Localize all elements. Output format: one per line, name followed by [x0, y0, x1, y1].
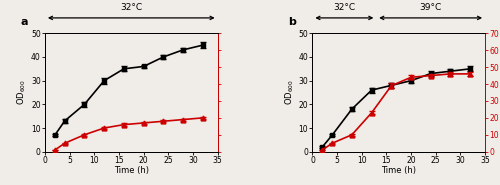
X-axis label: Time (h): Time (h)	[114, 166, 149, 175]
X-axis label: Time (h): Time (h)	[381, 166, 416, 175]
Text: 39°C: 39°C	[420, 3, 442, 12]
Text: 32°C: 32°C	[334, 3, 355, 12]
Y-axis label: OD$_{600}$: OD$_{600}$	[16, 80, 28, 105]
Text: a: a	[21, 17, 28, 27]
Text: 32°C: 32°C	[120, 3, 142, 12]
Text: b: b	[288, 17, 296, 27]
Y-axis label: OD$_{600}$: OD$_{600}$	[284, 80, 296, 105]
